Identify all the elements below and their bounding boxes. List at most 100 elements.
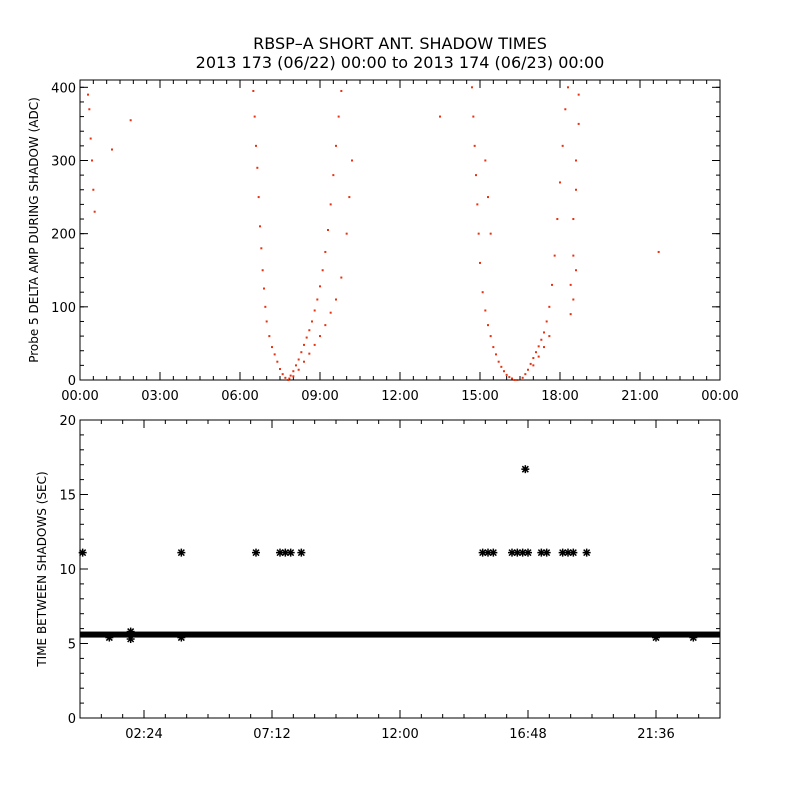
asterisk-stroke — [652, 634, 660, 642]
asterisk-stroke — [287, 549, 295, 557]
data-point — [508, 376, 511, 379]
data-point — [93, 210, 96, 213]
data-point — [497, 360, 500, 363]
data-point — [303, 360, 305, 363]
data-point — [500, 365, 503, 368]
data-point — [78, 548, 87, 557]
asterisk-stroke — [583, 549, 591, 557]
asterisk-stroke — [537, 549, 545, 557]
data-point — [177, 633, 186, 642]
data-point — [575, 188, 577, 191]
bottom-data-points — [78, 465, 720, 644]
asterisk-stroke — [79, 549, 87, 557]
data-point — [329, 311, 332, 314]
data-point — [577, 93, 580, 96]
asterisk-stroke — [177, 549, 185, 557]
data-point — [300, 351, 303, 354]
asterisk-stroke — [524, 549, 532, 557]
data-point — [252, 548, 260, 557]
data-point — [313, 309, 316, 312]
data-point — [542, 548, 551, 557]
data-point — [508, 548, 516, 557]
data-point — [259, 225, 261, 228]
data-point — [253, 115, 256, 118]
x-tick-label: 03:00 — [141, 389, 178, 404]
y-tick-label: 0 — [68, 374, 76, 389]
data-point — [348, 196, 351, 199]
asterisk-stroke — [513, 549, 521, 557]
y-tick-label: 0 — [68, 712, 76, 727]
asterisk-stroke — [281, 549, 289, 557]
asterisk-stroke — [543, 549, 551, 557]
data-point — [289, 374, 292, 377]
data-point — [329, 203, 332, 206]
data-point — [569, 283, 572, 286]
data-point — [548, 335, 551, 338]
data-point — [252, 89, 255, 92]
data-point — [487, 196, 489, 199]
asterisk-stroke — [489, 549, 497, 557]
data-point — [335, 144, 337, 147]
data-point — [313, 343, 316, 346]
data-point — [559, 181, 561, 184]
data-point — [489, 548, 498, 557]
data-point — [345, 232, 348, 235]
data-point — [537, 355, 540, 358]
asterisk-stroke — [508, 549, 516, 557]
data-point — [111, 148, 113, 151]
data-point — [311, 320, 313, 323]
data-point — [503, 370, 505, 373]
x-tick-label: 21:36 — [637, 727, 674, 742]
data-point — [286, 548, 295, 557]
data-point — [324, 250, 327, 253]
data-point — [273, 353, 276, 356]
data-point — [527, 368, 529, 371]
data-point — [524, 373, 527, 376]
top-plot-frame — [79, 79, 721, 381]
data-point — [511, 377, 513, 380]
asterisk-stroke — [559, 549, 567, 557]
data-point — [569, 313, 572, 316]
data-point — [321, 269, 324, 272]
data-point — [473, 144, 476, 147]
chart-title-line1: RBSP–A SHORT ANT. SHADOW TIMES — [253, 34, 547, 53]
data-point — [91, 159, 93, 162]
data-point — [335, 298, 337, 301]
y-tick-label: 10 — [59, 563, 76, 578]
data-point — [535, 351, 537, 354]
data-point — [87, 93, 89, 96]
data-point — [495, 353, 497, 356]
data-point — [487, 324, 489, 327]
data-point — [308, 329, 311, 332]
data-point — [256, 166, 259, 169]
data-point — [553, 254, 556, 257]
y-tick-label: 100 — [51, 301, 76, 316]
data-point — [88, 108, 91, 111]
data-point — [279, 368, 281, 371]
data-point — [257, 196, 260, 199]
data-point — [281, 373, 284, 376]
data-point — [575, 159, 577, 162]
x-tick-label: 07:12 — [253, 727, 290, 742]
data-point — [292, 375, 295, 378]
data-point — [475, 174, 477, 177]
data-point — [295, 364, 297, 367]
data-point — [582, 548, 591, 557]
data-point — [577, 122, 580, 125]
data-point — [652, 633, 660, 642]
top-panel: 00:00 03:00 06:00 09:00 12:00 15:00 18:00 21:00… — [27, 79, 739, 404]
data-point — [529, 362, 532, 365]
y-tick-label: 20 — [59, 414, 76, 429]
asterisk-stroke — [297, 549, 305, 557]
asterisk-stroke — [252, 549, 260, 557]
data-point — [572, 218, 575, 221]
data-point — [340, 89, 343, 92]
data-point — [524, 548, 532, 557]
data-point — [126, 635, 135, 644]
data-point — [439, 115, 441, 118]
data-point — [263, 287, 265, 290]
data-point — [268, 335, 271, 338]
bottom-plot-frame — [79, 419, 721, 719]
data-point — [564, 108, 567, 111]
y-tick-label: 300 — [51, 154, 76, 169]
